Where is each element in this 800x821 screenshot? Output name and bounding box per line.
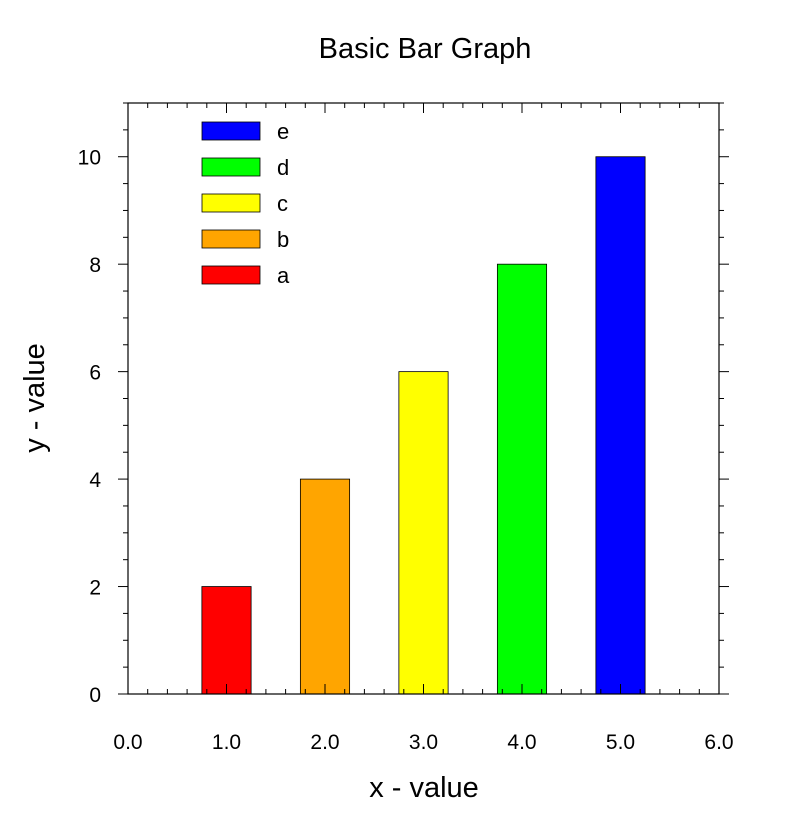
x-tick-label: 3.0 — [409, 731, 438, 754]
legend-swatch-c — [201, 193, 261, 213]
legend-swatch-b — [201, 229, 261, 249]
x-axis-label: x - value — [369, 772, 479, 804]
legend-label-e: e — [277, 119, 289, 144]
legend-label-a: a — [277, 263, 290, 288]
legend-label-d: d — [277, 155, 289, 180]
plot-frame — [127, 102, 720, 695]
chart-title: Basic Bar Graph — [319, 33, 532, 65]
bar-d — [496, 263, 548, 695]
legend-swatch-e — [201, 121, 261, 141]
bar-a — [201, 586, 252, 695]
y-tick-label: 2 — [89, 577, 101, 600]
y-tick-label: 4 — [89, 469, 101, 492]
y-tick-label: 10 — [78, 147, 101, 170]
bar-b — [299, 478, 351, 695]
x-tick-label: 4.0 — [507, 731, 536, 754]
legend-swatch-a — [201, 265, 261, 285]
legend-label-b: b — [277, 227, 289, 252]
bar-e — [595, 156, 646, 695]
x-tick-label: 2.0 — [310, 731, 339, 754]
legend-label-c: c — [277, 191, 288, 216]
bars-layer — [201, 156, 646, 695]
bar-c — [398, 371, 449, 695]
x-tick-label: 5.0 — [606, 731, 635, 754]
legend-swatch-d — [201, 157, 261, 177]
x-tick-label: 0.0 — [113, 731, 142, 754]
x-tick-label: 1.0 — [212, 731, 241, 754]
y-tick-label: 6 — [89, 362, 101, 385]
x-tick-label: 6.0 — [704, 731, 733, 754]
y-tick-label: 0 — [89, 684, 101, 707]
y-tick-label: 8 — [89, 254, 101, 277]
y-axis-label: y - value — [19, 343, 51, 453]
